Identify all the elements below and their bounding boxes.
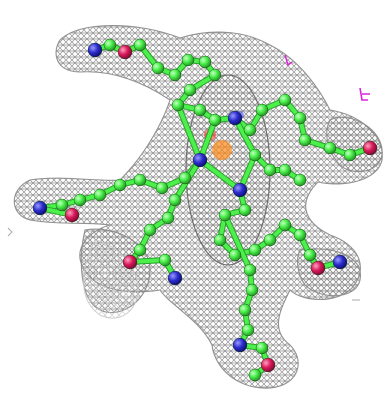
carbon-atom: [278, 218, 292, 232]
carbon-atom: [248, 243, 262, 257]
nitrogen-atom: [232, 182, 248, 198]
carbon-atom: [228, 248, 242, 262]
carbon-atom: [263, 163, 277, 177]
carbon-atom: [178, 171, 192, 185]
carbon-atom: [193, 103, 207, 117]
carbon-atom: [241, 323, 255, 337]
oxygen-atom: [310, 260, 326, 276]
magenta-fragment-top: [284, 54, 293, 67]
carbon-atom: [133, 38, 147, 52]
stray-fragments: [7, 54, 370, 301]
carbon-atom: [213, 233, 227, 247]
carbon-atom: [208, 68, 222, 82]
nitrogen-atom: [32, 200, 48, 216]
carbon-atom: [218, 208, 232, 222]
carbon-atom: [248, 148, 262, 162]
carbon-atom: [255, 341, 269, 355]
bond-63: [223, 213, 252, 272]
carbon-atom: [248, 368, 262, 382]
atom-network: [32, 38, 378, 382]
carbon-atom: [181, 53, 195, 67]
carbon-atom: [343, 148, 357, 162]
carbon-atom: [171, 98, 185, 112]
carbon-atom: [255, 103, 269, 117]
carbon-atom: [243, 263, 257, 277]
oxygen-atom: [117, 44, 133, 60]
carbon-atom: [293, 173, 307, 187]
nitrogen-atom: [332, 254, 348, 270]
nitrogen-atom: [167, 270, 183, 286]
carbon-atom: [293, 111, 307, 125]
carbon-atom: [151, 61, 165, 75]
grey-fragment-left: [7, 227, 13, 237]
carbon-atom: [143, 223, 157, 237]
nitrogen-atom: [192, 152, 208, 168]
carbon-atom: [298, 133, 312, 147]
carbon-atom: [168, 193, 182, 207]
carbon-atom: [73, 193, 87, 207]
carbon-atom: [168, 68, 182, 82]
carbon-atom: [278, 93, 292, 107]
carbon-atom: [238, 303, 252, 317]
carbon-atom: [113, 178, 127, 192]
carbon-atom: [263, 233, 277, 247]
core-orange-spot: [212, 140, 232, 160]
carbon-atom: [245, 283, 259, 297]
bond-59: [198, 158, 242, 192]
nitrogen-atom: [87, 42, 103, 58]
carbon-atom: [293, 228, 307, 242]
nitrogen-atom: [232, 337, 248, 353]
carbon-atom: [208, 113, 222, 127]
oxygen-atom: [64, 207, 80, 223]
core-density: [185, 74, 271, 266]
carbon-atom: [133, 173, 147, 187]
carbon-atom: [158, 253, 172, 267]
carbon-atom: [55, 198, 69, 212]
carbon-atom: [103, 38, 117, 52]
carbon-atom: [183, 83, 197, 97]
carbon-atom: [323, 141, 337, 155]
nitrogen-atom: [227, 110, 243, 126]
carbon-atom: [243, 123, 257, 137]
carbon-atom: [278, 163, 292, 177]
central-density-core: [185, 74, 271, 266]
carbon-atom: [161, 211, 175, 225]
magenta-fragment-right: [359, 87, 370, 101]
carbon-atom: [93, 188, 107, 202]
oxygen-atom: [362, 140, 378, 156]
oxygen-atom: [260, 357, 276, 373]
bond-62: [176, 103, 202, 162]
carbon-atom: [133, 243, 147, 257]
carbon-atom: [238, 203, 252, 217]
oxygen-atom: [122, 254, 138, 270]
carbon-atom: [198, 55, 212, 69]
carbon-atom: [303, 248, 317, 262]
carbon-atom: [155, 181, 169, 195]
